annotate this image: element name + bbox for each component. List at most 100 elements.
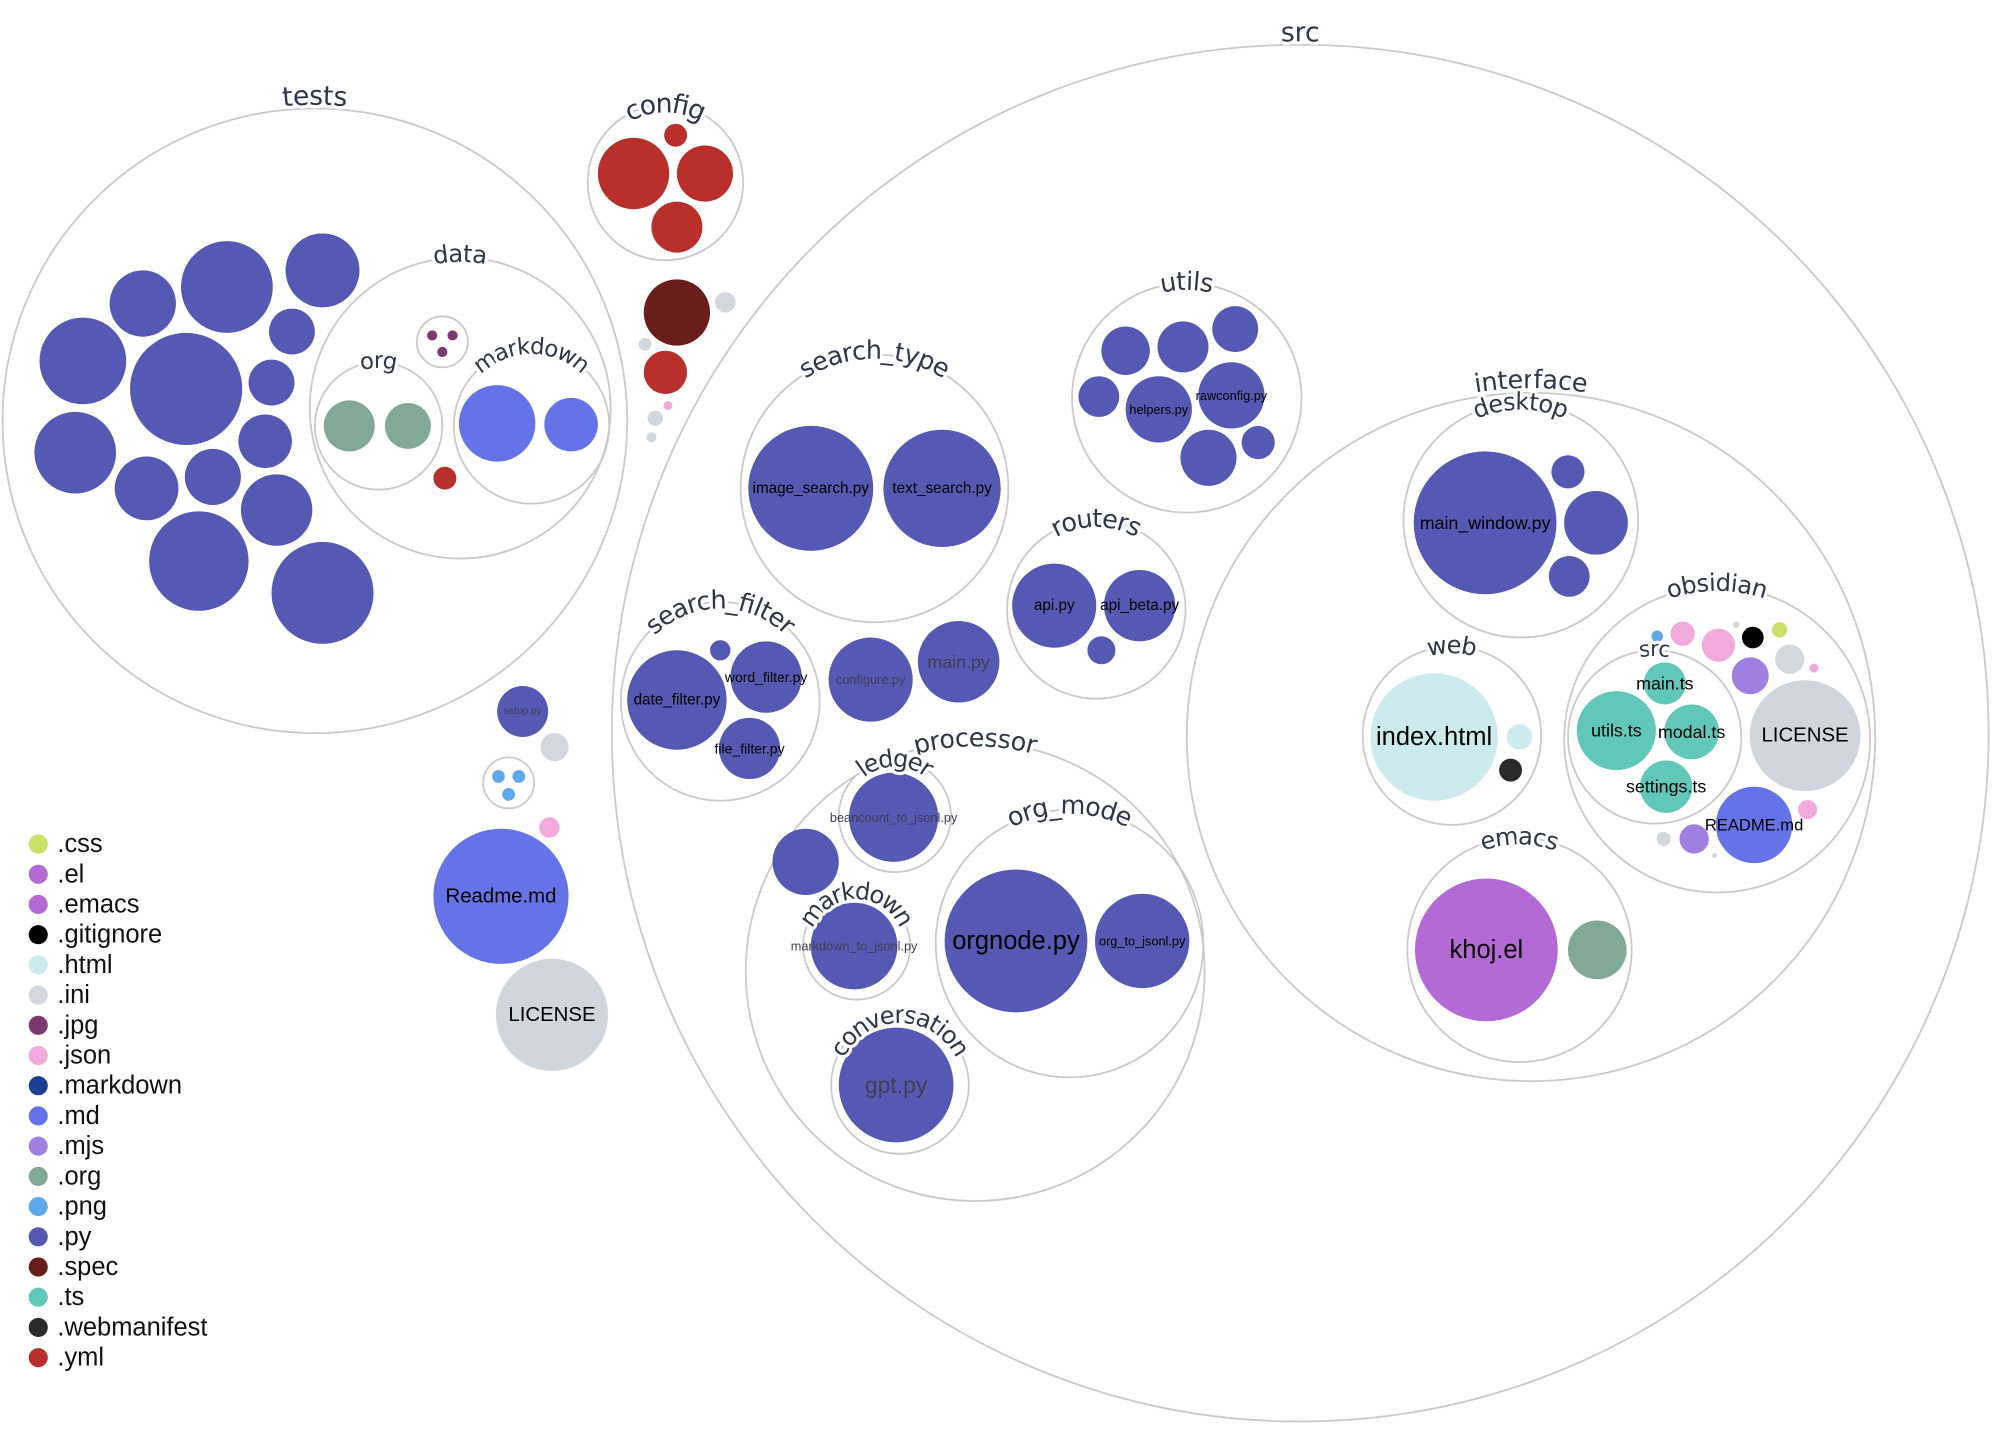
file-bubble[interactable] [1198,362,1265,429]
file-bubble[interactable] [772,828,839,896]
file-bubble[interactable] [240,474,313,546]
folder-circle[interactable] [1,107,629,735]
file-bubble[interactable] [540,733,569,762]
file-bubble[interactable] [944,869,1088,1013]
file-bubble[interactable] [1413,451,1557,595]
file-bubble[interactable] [1749,680,1861,792]
file-bubble[interactable] [1414,878,1558,1022]
file-bubble[interactable] [597,137,670,210]
file-bubble[interactable] [748,425,874,551]
file-bubble[interactable] [1656,831,1671,846]
file-bubble[interactable] [1564,490,1628,555]
file-bubble[interactable] [433,466,457,490]
file-bubble[interactable] [34,411,117,494]
folder-circle[interactable] [482,756,536,810]
file-bubble[interactable] [1157,321,1209,373]
file-bubble[interactable] [1775,644,1805,674]
file-bubble[interactable] [1715,786,1793,864]
file-bubble[interactable] [883,429,1001,548]
file-bubble[interactable] [1087,636,1116,665]
folder-circle[interactable] [744,741,1206,1202]
folder-circle[interactable] [452,347,611,505]
file-bubble[interactable] [458,385,536,462]
file-bubble[interactable] [109,270,176,337]
file-bubble[interactable] [544,397,598,452]
file-bubble[interactable] [1712,852,1718,859]
folder-circle[interactable] [1402,402,1639,639]
folder-circle[interactable] [308,256,612,560]
folder-circle[interactable] [1071,282,1303,514]
file-bubble[interactable] [1180,429,1237,486]
file-bubble[interactable] [838,1027,954,1143]
file-bubble[interactable] [437,346,448,358]
file-bubble[interactable] [1733,621,1740,628]
file-bubble[interactable] [1643,662,1686,705]
file-bubble[interactable] [1101,326,1150,375]
file-bubble[interactable] [663,401,673,410]
folder-circle[interactable] [1361,645,1543,826]
file-bubble[interactable] [627,650,727,750]
file-bubble[interactable] [1670,621,1695,646]
folder-circle[interactable] [830,1015,970,1155]
file-bubble[interactable] [248,359,295,406]
file-bubble[interactable] [1651,630,1663,643]
file-bubble[interactable] [502,787,516,801]
folder-circle[interactable] [1006,519,1187,700]
file-bubble[interactable] [848,772,939,862]
file-bubble[interactable] [114,456,179,521]
file-bubble[interactable] [730,641,802,713]
file-bubble[interactable] [285,233,360,308]
file-bubble[interactable] [676,145,733,202]
file-bubble[interactable] [427,330,438,341]
folder-circle[interactable] [1406,836,1633,1063]
file-bubble[interactable] [1370,673,1498,801]
file-bubble[interactable] [268,308,315,355]
folder-circle[interactable] [586,103,745,262]
file-bubble[interactable] [1012,563,1097,648]
file-bubble[interactable] [810,902,898,990]
file-bubble[interactable] [646,432,657,443]
file-bubble[interactable] [1241,425,1275,460]
file-bubble[interactable] [1095,893,1190,989]
file-bubble[interactable] [384,402,431,449]
file-bubble[interactable] [539,817,560,838]
file-bubble[interactable] [638,337,652,351]
file-bubble[interactable] [1212,306,1259,352]
file-bubble[interactable] [710,640,731,661]
file-bubble[interactable] [184,448,241,505]
folder-circle[interactable] [739,353,1010,624]
file-bubble[interactable] [715,292,736,313]
file-bubble[interactable] [1567,920,1627,980]
file-bubble[interactable] [512,770,526,783]
file-bubble[interactable] [1103,569,1176,642]
file-bubble[interactable] [1809,663,1819,673]
file-bubble[interactable] [271,541,374,644]
file-bubble[interactable] [1125,376,1192,443]
file-bubble[interactable] [1741,626,1764,649]
file-bubble[interactable] [495,958,609,1071]
file-bubble[interactable] [1576,691,1656,771]
file-bubble[interactable] [497,685,549,737]
folder-circle[interactable] [619,600,821,802]
file-bubble[interactable] [664,123,688,147]
file-bubble[interactable] [433,828,569,964]
file-bubble[interactable] [492,770,505,783]
folder-circle[interactable] [415,315,469,369]
file-bubble[interactable] [323,400,375,452]
folder-circle[interactable] [934,808,1205,1079]
folder-circle[interactable] [802,891,912,1001]
file-bubble[interactable] [1798,800,1818,820]
folder-circle[interactable] [1185,391,1877,1083]
file-bubble[interactable] [39,317,127,405]
file-bubble[interactable] [1664,704,1720,760]
folder-circle[interactable] [313,361,444,491]
file-bubble[interactable] [917,620,1000,703]
file-bubble[interactable] [1551,455,1585,489]
file-bubble[interactable] [149,511,249,611]
file-bubble[interactable] [1679,824,1709,854]
folder-circle[interactable] [1563,585,1871,894]
file-bubble[interactable] [647,410,663,426]
folder-circle[interactable] [610,43,1990,1423]
file-bubble[interactable] [643,350,688,395]
file-bubble[interactable] [1078,376,1120,418]
